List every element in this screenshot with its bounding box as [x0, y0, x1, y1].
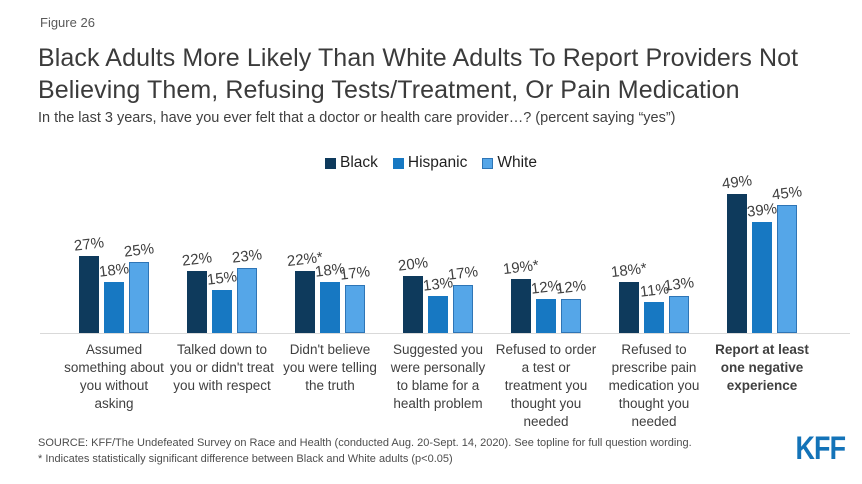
chart-legend: Black Hispanic White: [0, 154, 862, 172]
bar-value-label: 17%: [447, 263, 479, 284]
bar-white: [237, 268, 257, 333]
legend-item-black: Black: [325, 154, 378, 172]
category-label: Report at least one negative experience: [715, 342, 809, 393]
bar-value-label: 23%: [231, 246, 263, 267]
bar-black: [511, 279, 531, 333]
category-label: Didn't believe you were telling the trut…: [283, 342, 377, 393]
bar-black: [295, 271, 315, 333]
bar-value-label: 18%*: [610, 259, 648, 282]
bar-value-label: 13%: [663, 274, 695, 295]
category-label: Suggested you were personally to blame f…: [390, 342, 486, 411]
legend-swatch-icon: [392, 157, 404, 169]
legend-swatch-icon: [482, 157, 494, 169]
bar-group: 22%* 18% 17%: [276, 249, 384, 333]
bar-column: 15%: [206, 268, 238, 333]
bar-column: 19%*: [502, 257, 540, 333]
category-axis: Assumed something about you without aski…: [40, 341, 850, 431]
bar-column: 18%*: [610, 260, 648, 333]
bar-value-label: 20%: [397, 254, 429, 275]
bar-column: 18%: [314, 260, 346, 333]
bar-value-label: 18%: [98, 260, 130, 281]
bar-column: 22%: [181, 249, 213, 333]
bar-column: 12%: [555, 277, 587, 333]
bar-column: 39%: [746, 200, 778, 333]
bar-column: 23%: [231, 246, 263, 333]
bar-hispanic: [752, 222, 772, 333]
bar-hispanic: [212, 290, 232, 333]
bar-white: [669, 296, 689, 333]
category-label: Refused to prescribe pain medication you…: [608, 342, 700, 429]
legend-item-white: White: [482, 154, 537, 172]
bar-hispanic: [536, 299, 556, 333]
bar-value-label: 22%: [181, 249, 213, 270]
bar-white: [777, 205, 797, 333]
legend-label: White: [497, 154, 537, 171]
legend-label: Black: [340, 154, 378, 171]
bar-column: 25%: [123, 240, 155, 333]
bar-group: 22% 15% 23%: [168, 246, 276, 333]
bar-group: 18%* 11% 13%: [600, 260, 708, 333]
kff-logo: KFF: [795, 430, 846, 466]
bar-column: 11%: [639, 280, 669, 333]
bar-white: [345, 285, 365, 333]
bar-value-label: 45%: [771, 183, 803, 204]
bar-column: 13%: [422, 274, 454, 333]
chart-title: Black Adults More Likely Than White Adul…: [38, 44, 799, 104]
bar-column: 17%: [339, 263, 371, 333]
bar-column: 13%: [663, 274, 695, 333]
bar-value-label: 25%: [123, 240, 155, 261]
bar-group: 19%* 12% 12%: [492, 257, 600, 333]
bar-value-label: 19%*: [502, 256, 540, 279]
bar-black: [187, 271, 207, 333]
bar-column: 27%: [73, 234, 105, 333]
bar-group: 27% 18% 25%: [60, 234, 168, 333]
bar-black: [403, 276, 423, 333]
bar-white: [561, 299, 581, 333]
bar-column: 22%*: [286, 249, 324, 333]
plot-area: 27% 18% 25% 22% 15% 23% 22%* 18% 17% 20% 13% 17% 19%…: [40, 172, 850, 334]
bar-group: 20% 13% 17%: [384, 254, 492, 333]
bar-column: 18%: [98, 260, 130, 333]
bar-hispanic: [104, 282, 124, 333]
bar-value-label: 27%: [73, 234, 105, 255]
legend-item-hispanic: Hispanic: [392, 154, 468, 172]
bar-group: 49% 39% 45%: [708, 172, 816, 333]
bar-chart: 27% 18% 25% 22% 15% 23% 22%* 18% 17% 20% 13% 17% 19%…: [40, 172, 850, 431]
bar-hispanic: [428, 296, 448, 333]
source-note: SOURCE: KFF/The Undefeated Survey on Rac…: [38, 437, 692, 449]
bar-value-label: 12%: [555, 277, 587, 298]
bar-column: 49%: [721, 172, 753, 333]
bar-value-label: 49%: [721, 172, 753, 193]
bar-black: [619, 282, 639, 333]
legend-label: Hispanic: [407, 154, 468, 171]
bar-white: [453, 285, 473, 333]
chart-subtitle: In the last 3 years, have you ever felt …: [38, 110, 676, 126]
figure-label: Figure 26: [40, 15, 95, 30]
bar-value-label: 15%: [206, 268, 238, 289]
bar-black: [79, 256, 99, 333]
significance-note: * Indicates statistically significant di…: [38, 453, 453, 465]
bar-column: 17%: [447, 263, 479, 333]
bar-black: [727, 194, 747, 333]
category-label: Refused to order a test or treatment you…: [495, 342, 597, 429]
bar-column: 45%: [771, 183, 803, 333]
bar-column: 20%: [397, 254, 429, 333]
category-label: Talked down to you or didn't treat you w…: [170, 342, 274, 393]
bar-value-label: 17%: [339, 263, 371, 284]
category-label: Assumed something about you without aski…: [64, 342, 164, 411]
bar-white: [129, 262, 149, 333]
legend-swatch-icon: [325, 157, 336, 169]
bar-column: 12%: [530, 277, 562, 333]
bar-hispanic: [320, 282, 340, 333]
bar-hispanic: [644, 302, 664, 333]
